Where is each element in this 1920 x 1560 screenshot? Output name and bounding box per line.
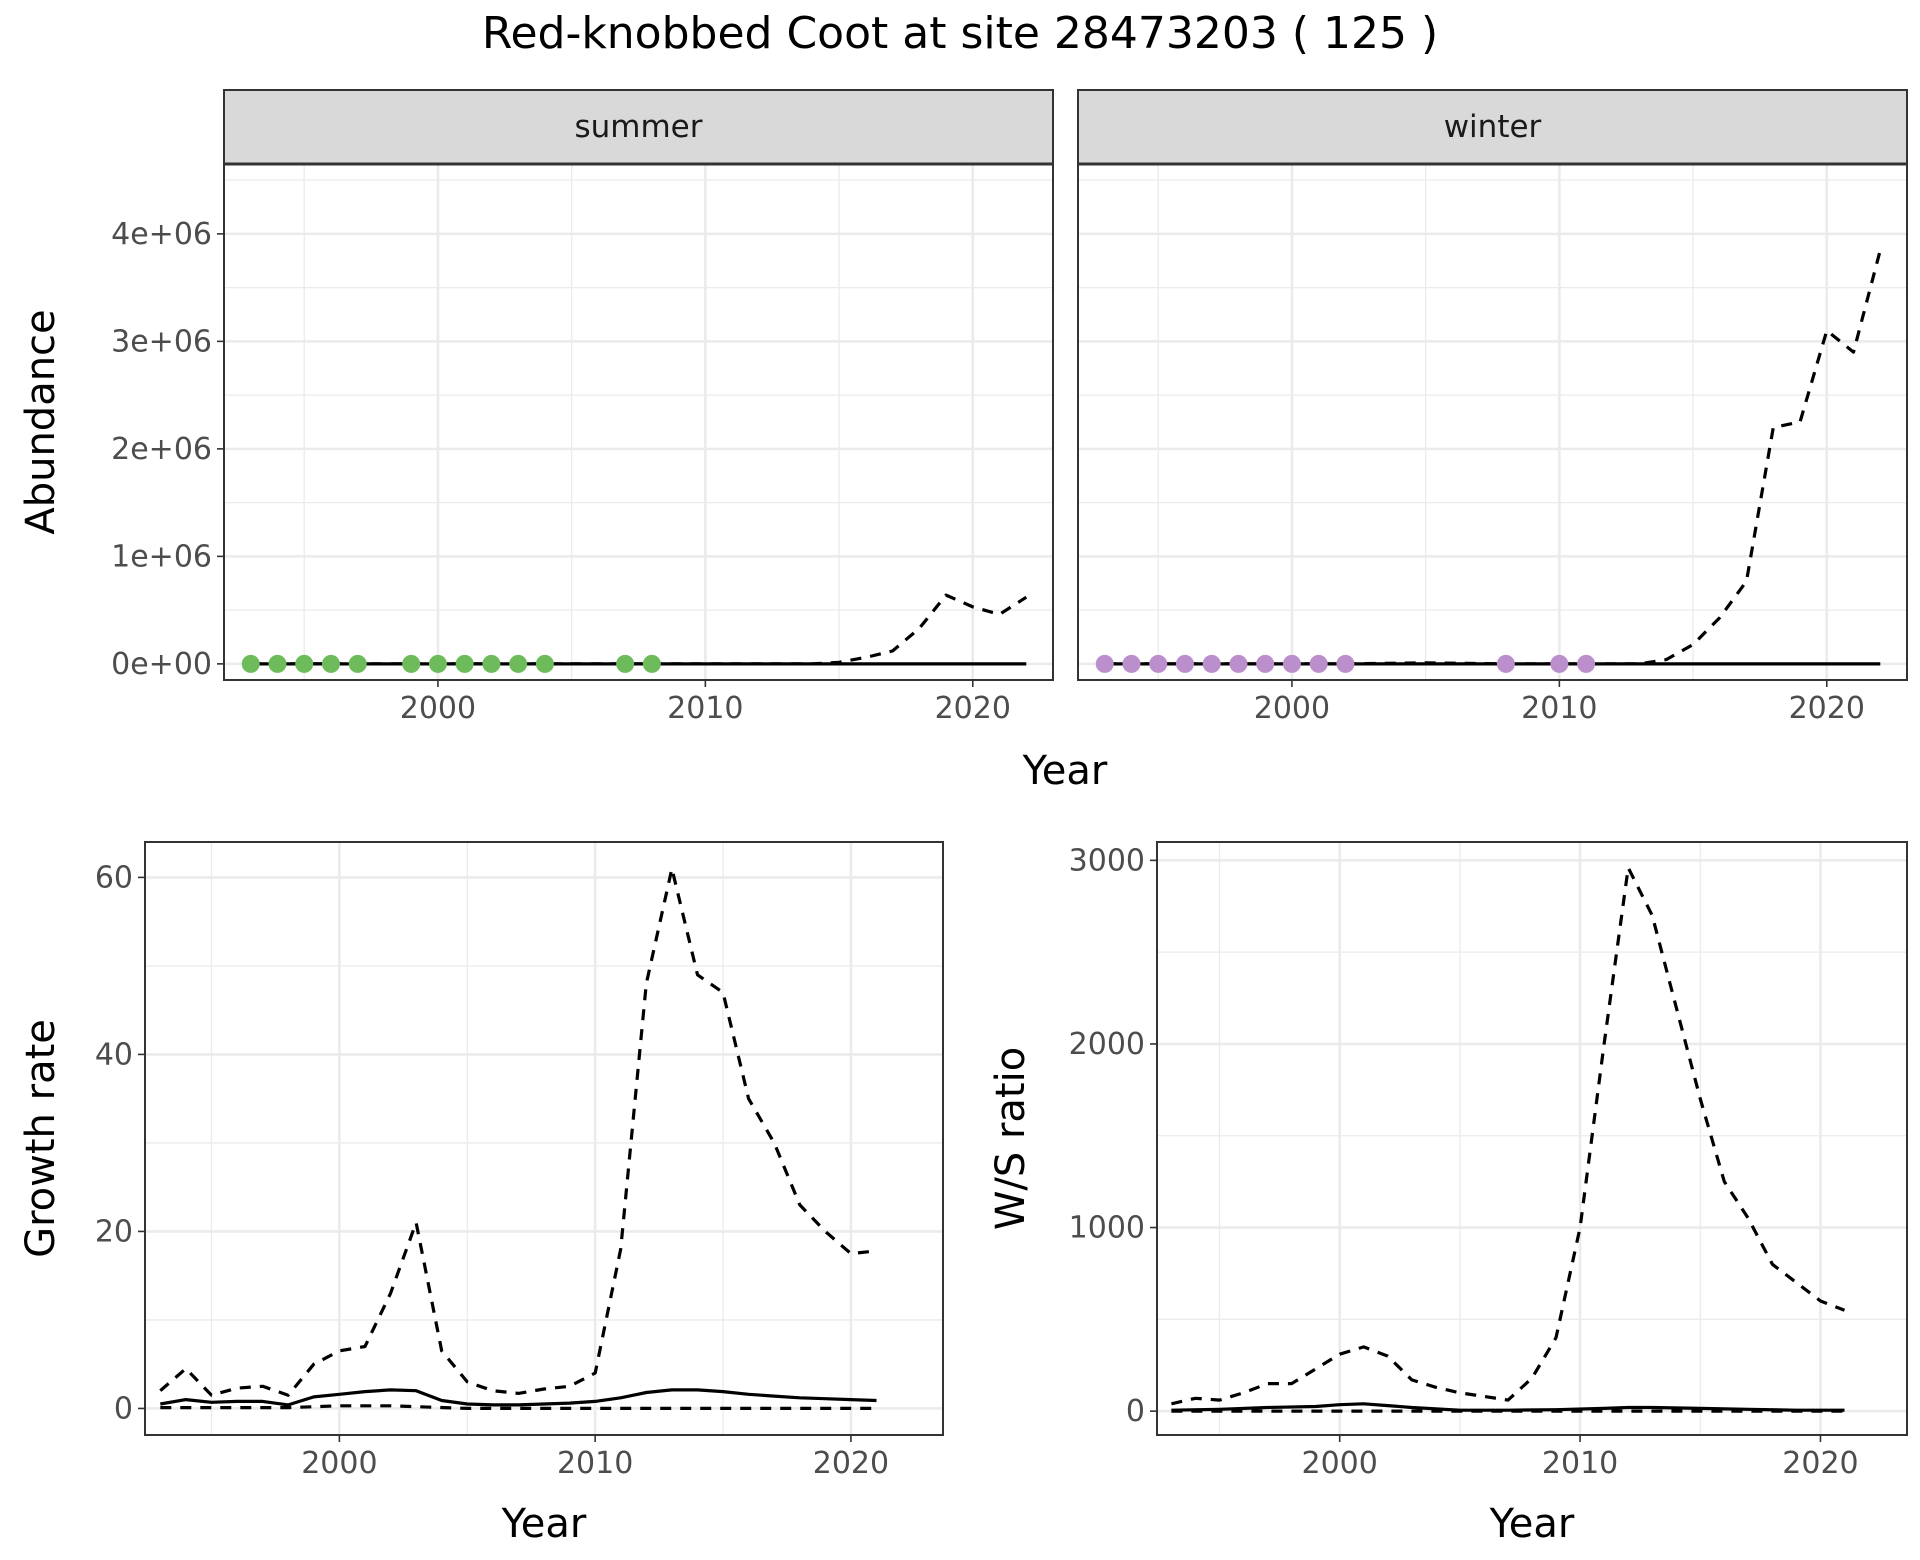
facet-panel-winter: winter 2000 2010 2020 — [1077, 89, 1908, 726]
observation-point — [616, 654, 635, 673]
panel-background — [1078, 164, 1907, 680]
observation-point — [1550, 654, 1569, 673]
x-axis-title: Year — [1489, 1501, 1575, 1547]
y-tick-label: 1000 — [1069, 1211, 1145, 1246]
x-tick-label: 2010 — [667, 691, 743, 726]
y-tick-label: 2000 — [1069, 1027, 1145, 1062]
growth-rate-chart: 2000 2010 2020 0 20 40 60 Year Growth rate — [18, 841, 944, 1547]
dashed-series-line — [159, 867, 877, 1397]
x-tick-label: 2020 — [1782, 1446, 1858, 1481]
observation-point — [268, 654, 287, 673]
observation-point — [1229, 654, 1248, 673]
solid-series-line — [160, 1388, 877, 1407]
observation-point — [348, 654, 367, 673]
panel-background — [145, 842, 943, 1435]
observation-point — [1256, 654, 1275, 673]
y-tick-label: 1e+06 — [111, 539, 212, 574]
y-tick-label: 2e+06 — [111, 432, 212, 467]
y-tick-label: 40 — [95, 1037, 133, 1072]
x-tick-label: 2020 — [813, 1446, 889, 1481]
observation-point — [1496, 654, 1515, 673]
y-axis-title: W/S ratio — [988, 1047, 1034, 1230]
observation-point — [1175, 654, 1194, 673]
x-axis-title: Year — [1022, 748, 1108, 794]
observation-point — [241, 654, 260, 673]
x-tick-label: 2000 — [400, 691, 476, 726]
observation-point — [402, 654, 421, 673]
y-tick-label: 20 — [95, 1214, 133, 1249]
figure-title: Red-knobbed Coot at site 28473203 ( 125 … — [482, 8, 1438, 59]
observation-point — [1309, 654, 1328, 673]
observation-point — [428, 654, 447, 673]
observation-point — [1122, 654, 1141, 673]
observation-point — [321, 654, 340, 673]
panel-border — [144, 841, 944, 1436]
facet-strip — [223, 89, 1054, 165]
y-tick-label: 0e+00 — [111, 647, 212, 682]
x-axis-title: Year — [501, 1501, 587, 1547]
observation-point — [642, 654, 661, 673]
x-tick-label: 2010 — [1542, 1446, 1618, 1481]
y-tick-label: 60 — [95, 860, 133, 895]
dashed-series-line — [160, 1404, 877, 1410]
observation-point — [1095, 654, 1114, 673]
x-tick-label: 2010 — [1521, 691, 1597, 726]
y-tick-label: 4e+06 — [111, 217, 212, 252]
y-tick-label: 3e+06 — [111, 324, 212, 359]
y-tick-label: 3000 — [1069, 843, 1145, 878]
facet-label-summer: summer — [574, 109, 702, 145]
y-axis-title: Abundance — [18, 309, 64, 534]
y-tick-label: 0 — [1126, 1394, 1145, 1429]
facet-panel-summer: summer 2000 2010 2020 0e+00 1e+06 2e+06 3e+06 4e… — [111, 89, 1054, 726]
ws-ratio-chart: 2000 2010 2020 0 1000 2000 3000 Year W/S ratio — [988, 841, 1908, 1547]
y-axis-title: Growth rate — [18, 1019, 64, 1258]
facet-label-winter: winter — [1444, 109, 1542, 145]
x-tick-label: 2020 — [935, 691, 1011, 726]
dashed-series-line — [250, 593, 1028, 666]
observation-point — [1149, 654, 1168, 673]
panel-background — [224, 164, 1053, 680]
y-tick-label: 0 — [114, 1391, 133, 1426]
observation-point — [295, 654, 314, 673]
observation-point — [509, 654, 528, 673]
x-tick-label: 2000 — [301, 1446, 377, 1481]
dashed-series-line — [1171, 866, 1846, 1406]
observation-point — [535, 654, 554, 673]
solid-series-line — [1171, 1402, 1845, 1412]
panel-border — [1156, 841, 1908, 1436]
observation-point — [1282, 654, 1301, 673]
abundance-chart: summer 2000 2010 2020 0e+00 1e+06 2e+06 3e+06 4e… — [18, 89, 1908, 794]
observation-point — [1577, 654, 1596, 673]
observation-point — [482, 654, 501, 673]
x-tick-label: 2000 — [1302, 1446, 1378, 1481]
panel-background — [1157, 842, 1907, 1435]
observation-point — [1202, 654, 1221, 673]
observation-point — [455, 654, 474, 673]
facet-strip — [1077, 89, 1908, 165]
x-tick-label: 2000 — [1254, 691, 1330, 726]
x-tick-label: 2020 — [1789, 691, 1865, 726]
x-tick-label: 2010 — [557, 1446, 633, 1481]
observation-point — [1336, 654, 1355, 673]
